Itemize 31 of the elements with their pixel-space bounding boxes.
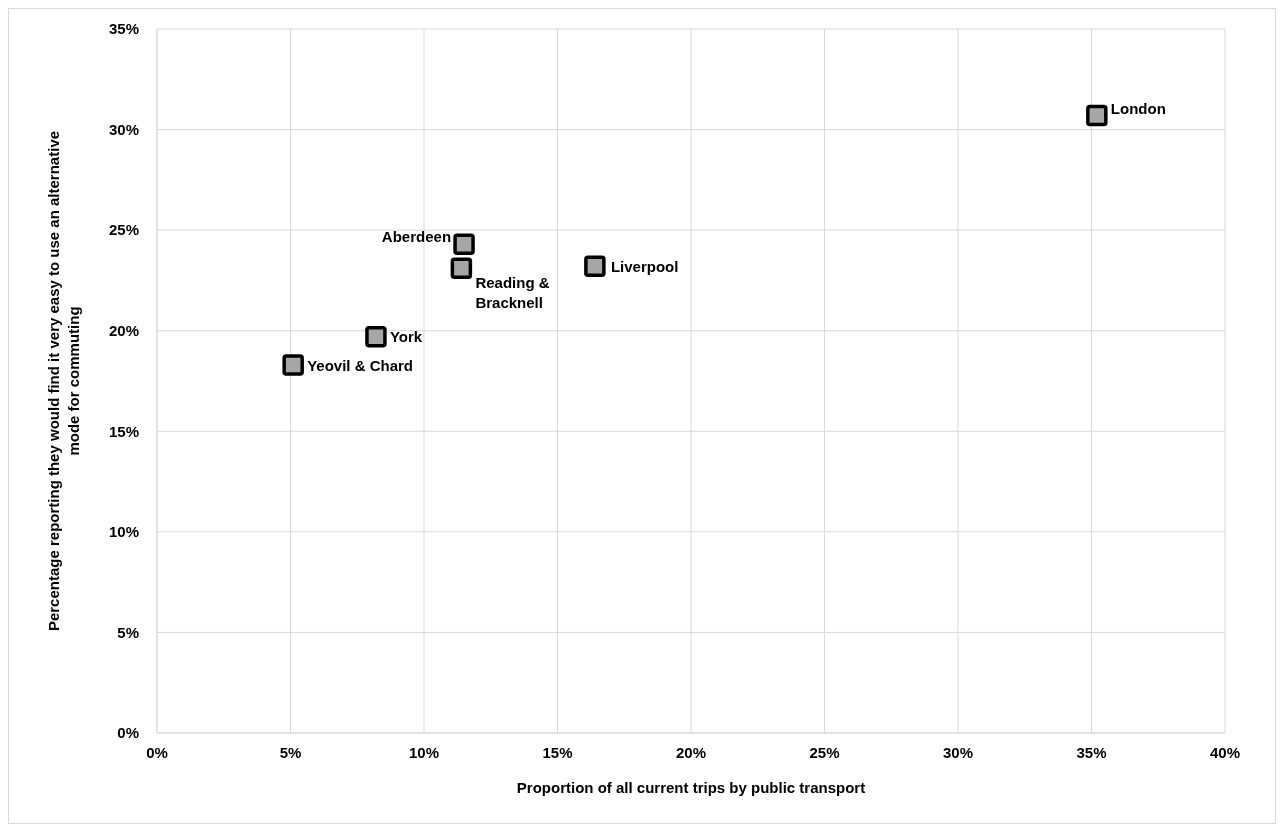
x-tick-label: 10% bbox=[408, 743, 440, 761]
x-tick-label: 0% bbox=[146, 743, 168, 761]
annotation: Aberdeen bbox=[381, 228, 452, 246]
point bbox=[282, 354, 304, 376]
y-tick-label: 5% bbox=[117, 623, 139, 641]
y-tick-label: 15% bbox=[108, 422, 139, 440]
annotation: London bbox=[1110, 100, 1166, 118]
y-tick-label: 25% bbox=[108, 221, 139, 239]
x-tick-label: 30% bbox=[942, 743, 974, 761]
y-tick-label: 10% bbox=[108, 523, 139, 541]
x-tick-label: 40% bbox=[1209, 743, 1241, 761]
y-axis-title: Percentage reporting they would find it very easy to use an alternative mode for commuting bbox=[45, 130, 82, 632]
point bbox=[584, 255, 606, 278]
x-tick-label: 20% bbox=[675, 743, 707, 761]
point bbox=[365, 326, 387, 348]
x-axis-title: Proportion of all current trips by public transport bbox=[516, 779, 866, 796]
point bbox=[453, 233, 475, 255]
annotation: York bbox=[389, 327, 423, 345]
annotation: Reading & Bracknell bbox=[475, 274, 550, 312]
annotation: Liverpool bbox=[610, 258, 679, 276]
y-tick-label: 35% bbox=[108, 20, 139, 38]
point bbox=[1086, 104, 1108, 127]
x-tick-label: 35% bbox=[1076, 743, 1107, 761]
x-tick-label: 15% bbox=[542, 743, 573, 761]
x-tick-label: 5% bbox=[279, 743, 302, 761]
y-tick-label: 0% bbox=[117, 724, 139, 742]
y-tick-label: 30% bbox=[108, 120, 139, 138]
x-tick-label: 25% bbox=[809, 743, 840, 761]
annotation: Yeovil & Chard bbox=[307, 356, 414, 374]
point bbox=[450, 257, 473, 280]
y-tick-label: 20% bbox=[108, 322, 139, 340]
